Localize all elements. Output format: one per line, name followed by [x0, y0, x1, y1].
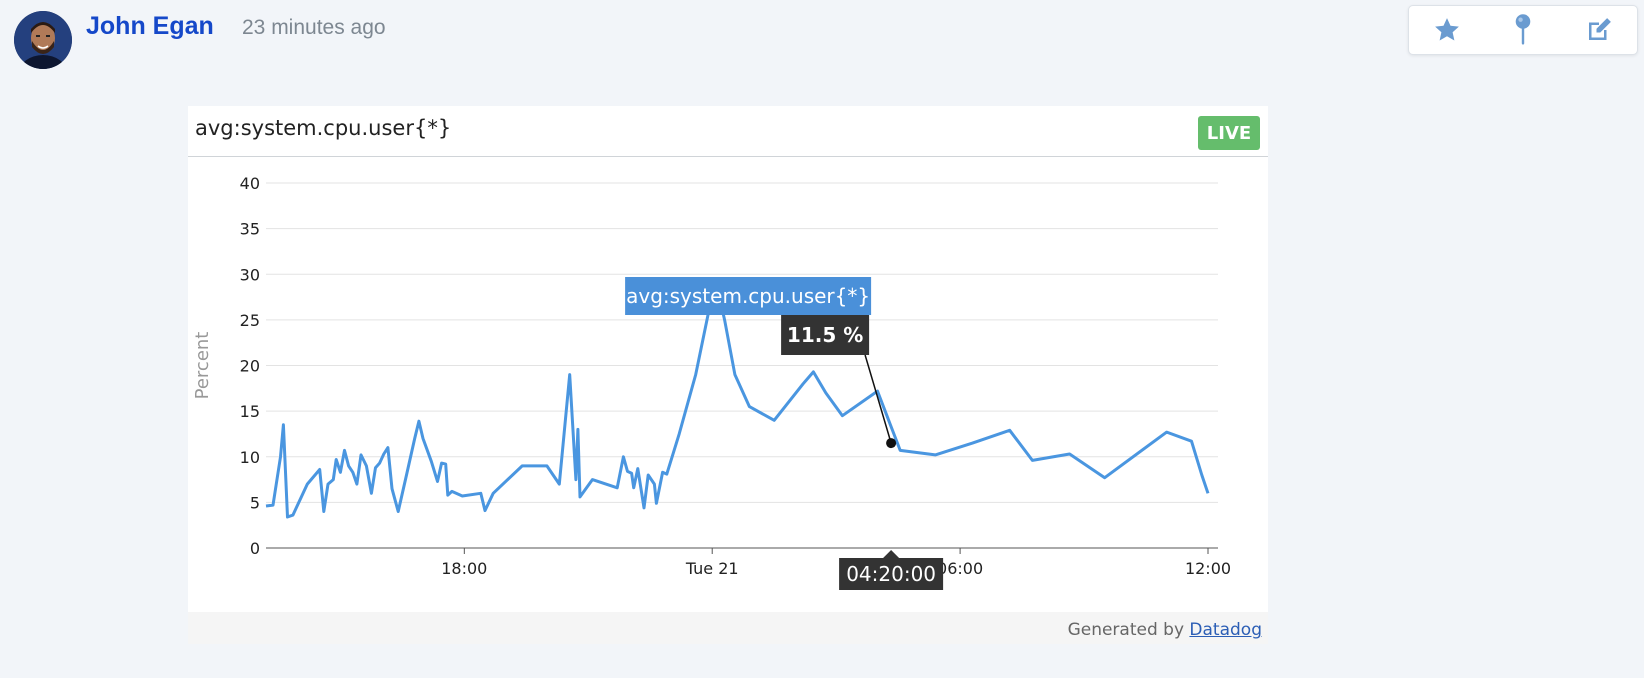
- live-badge[interactable]: LIVE: [1198, 116, 1260, 150]
- tooltip-leader: [864, 354, 892, 444]
- y-tick-label: 40: [240, 174, 260, 193]
- star-button[interactable]: [1409, 6, 1485, 54]
- y-tick-label: 25: [240, 311, 260, 330]
- hover-point: [886, 438, 897, 449]
- footer-attribution: Generated by Datadog: [1068, 620, 1262, 640]
- x-tick-label: Tue 21: [685, 559, 739, 578]
- pin-icon: [1515, 14, 1531, 45]
- star-icon: [1435, 18, 1459, 41]
- tooltip-series-label: avg:system.cpu.user{*}: [626, 284, 870, 308]
- edit-button[interactable]: [1561, 6, 1637, 54]
- datadog-link[interactable]: Datadog: [1189, 620, 1262, 640]
- widget-title: avg:system.cpu.user{*}: [195, 116, 452, 140]
- widget-footer: Generated by Datadog: [188, 612, 1268, 644]
- tooltip-value: 11.5 %: [781, 315, 870, 355]
- tooltip-time-label: 04:20:00: [846, 562, 936, 586]
- pin-button[interactable]: [1485, 6, 1561, 54]
- edit-icon: [1589, 18, 1611, 40]
- tooltip-value-label: 11.5 %: [787, 323, 863, 347]
- x-tick-label: 12:00: [1185, 559, 1231, 578]
- y-tick-label: 0: [250, 539, 260, 558]
- tooltip-series: avg:system.cpu.user{*}: [625, 277, 872, 315]
- y-axis-label: Percent: [192, 332, 213, 400]
- x-tick-label: 06:00: [937, 559, 983, 578]
- x-axis: 18:00 Tue 21 06:00 12:00: [441, 548, 1231, 578]
- y-tick-label: 15: [240, 402, 260, 421]
- y-tick-label: 5: [250, 493, 260, 512]
- avatar[interactable]: [14, 11, 72, 69]
- series-line[interactable]: [265, 281, 1210, 519]
- y-tick-label: 30: [240, 265, 260, 284]
- author-name[interactable]: John Egan: [86, 12, 214, 40]
- y-tick-label: 10: [240, 448, 260, 467]
- cpu-chart[interactable]: 0 5 10 15 20 25 30 35 40 18:00 Tue 21 06:00 12:00 P…: [188, 157, 1268, 612]
- title-divider: [188, 156, 1268, 157]
- post-timestamp: 23 minutes ago: [242, 16, 386, 39]
- y-tick-label: 20: [240, 357, 260, 376]
- x-tick-label: 18:00: [441, 559, 487, 578]
- action-toolbar: [1408, 5, 1638, 55]
- footer-prefix: Generated by: [1067, 620, 1185, 640]
- y-axis: 0 5 10 15 20 25 30 35 40: [240, 174, 260, 558]
- tooltip-time: 04:20:00: [839, 550, 944, 590]
- y-tick-label: 35: [240, 220, 260, 239]
- avatar-image: [14, 11, 72, 69]
- graph-widget: avg:system.cpu.user{*} LIVE 0 5 10 15 20 25 30…: [188, 106, 1268, 644]
- grid-lines: [266, 182, 1218, 549]
